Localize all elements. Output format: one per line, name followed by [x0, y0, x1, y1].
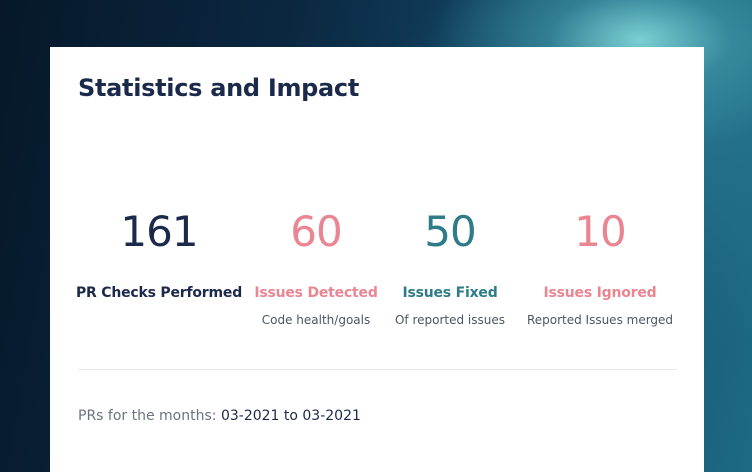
stat-value: 161 [120, 207, 198, 256]
stat-issues-ignored: 10 Issues Ignored Reported Issues merged [520, 207, 680, 328]
stat-value: 10 [574, 207, 626, 256]
stat-subtitle: Of reported issues [394, 313, 506, 327]
stat-subtitle: Code health/goals [261, 313, 371, 327]
stat-label: Issues Detected [254, 285, 378, 301]
statistics-card: Statistics and Impact 161 PR Checks Perf… [50, 47, 704, 472]
stat-subtitle: Reported Issues merged [526, 313, 674, 327]
stat-value: 50 [424, 207, 476, 256]
divider [78, 369, 677, 370]
stat-issues-detected: 60 Issues Detected Code health/goals [251, 207, 381, 328]
period-summary: PRs for the months: 03-2021 to 03-2021 [78, 408, 361, 424]
stat-issues-fixed: 50 Issues Fixed Of reported issues [385, 207, 515, 328]
period-prefix: PRs for the months: [78, 408, 217, 424]
period-range: 03-2021 to 03-2021 [220, 408, 361, 424]
stat-pr-checks: 161 PR Checks Performed [74, 207, 244, 302]
stat-label: Issues Fixed [402, 285, 498, 301]
stat-value: 60 [290, 207, 342, 256]
stat-label: Issues Ignored [543, 285, 657, 301]
card-title: Statistics and Impact [78, 74, 360, 102]
stat-label: PR Checks Performed [75, 285, 243, 301]
